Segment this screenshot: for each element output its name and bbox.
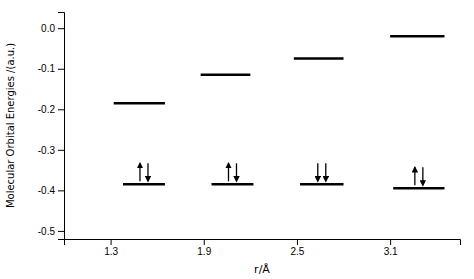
energy-level [123, 183, 165, 186]
energy-level [212, 183, 254, 186]
x-axis: 1.3 1.9 2.5 3.1 [65, 239, 461, 257]
y-axis-tick-mark [58, 28, 64, 29]
x-axis-tick-label: 3.1 [384, 246, 398, 257]
y-axis-tick: -0.3 [38, 145, 64, 156]
y-axis-tick: 0.0 [41, 23, 64, 34]
y-axis-tick-mark [58, 69, 64, 70]
y-axis-tick-label: -0.1 [38, 63, 56, 74]
electron-arrow [228, 163, 229, 181]
x-axis-tick-label: 1.9 [197, 246, 211, 257]
electron-arrow [139, 163, 140, 181]
energy-level [393, 187, 444, 190]
x-axis-line [65, 240, 461, 246]
x-axis-tick-label: 2.5 [290, 246, 304, 257]
y-axis-tick: -0.4 [38, 185, 64, 196]
electron-arrows [140, 163, 423, 185]
y-axis-line [58, 13, 65, 240]
electron-arrow [325, 163, 326, 181]
y-axis-tick-mark [58, 150, 64, 151]
levels [114, 36, 445, 188]
electron-arrow [317, 163, 318, 181]
energy-level [390, 35, 444, 38]
energy-level [201, 74, 251, 77]
electron-arrow [147, 163, 148, 181]
energy-level [300, 183, 343, 186]
x-axis-tick: 1.3 [104, 239, 118, 257]
x-axis-tick-mark [204, 239, 205, 245]
y-axis-tick-mark [58, 231, 64, 232]
y-axis-tick-mark [58, 109, 64, 110]
y-axis-title: Molecular Orbital Energies /(a.u.) [5, 43, 16, 208]
x-axis-tick: 2.5 [290, 239, 304, 257]
y-axis-tick-label: -0.2 [38, 104, 56, 115]
electron-arrow [236, 163, 237, 181]
x-axis-title: r/Å [254, 263, 270, 276]
y-axis-tick-mark [58, 190, 64, 191]
energy-level [114, 102, 165, 105]
chart: 1.3 1.9 2.5 3.1 0.0 -0.1 -0.2 -0.3 -0.4 -0.5 r/Å Mo… [0, 0, 474, 279]
y-axis-tick-label: -0.3 [38, 145, 56, 156]
electron-arrow [414, 167, 415, 185]
x-axis-tick-mark [111, 239, 112, 245]
x-axis-tick-mark [297, 239, 298, 245]
y-axis-tick-label: -0.4 [38, 185, 56, 196]
electron-arrow [422, 167, 423, 185]
y-axis-tick-label: -0.5 [38, 226, 56, 237]
x-axis-tick: 3.1 [384, 239, 398, 257]
x-axis-tick-mark [390, 239, 391, 245]
plot: 1.3 1.9 2.5 3.1 0.0 -0.1 -0.2 -0.3 -0.4 -0.5 [38, 13, 461, 258]
y-axis: 0.0 -0.1 -0.2 -0.3 -0.4 -0.5 [38, 13, 65, 240]
y-axis-tick: -0.1 [38, 63, 64, 74]
y-axis-tick-label: 0.0 [41, 23, 55, 34]
y-axis-tick: -0.5 [38, 226, 64, 237]
energy-level [294, 57, 344, 60]
y-axis-tick: -0.2 [38, 104, 64, 115]
x-axis-tick: 1.9 [197, 239, 211, 257]
x-axis-tick-label: 1.3 [104, 246, 118, 257]
